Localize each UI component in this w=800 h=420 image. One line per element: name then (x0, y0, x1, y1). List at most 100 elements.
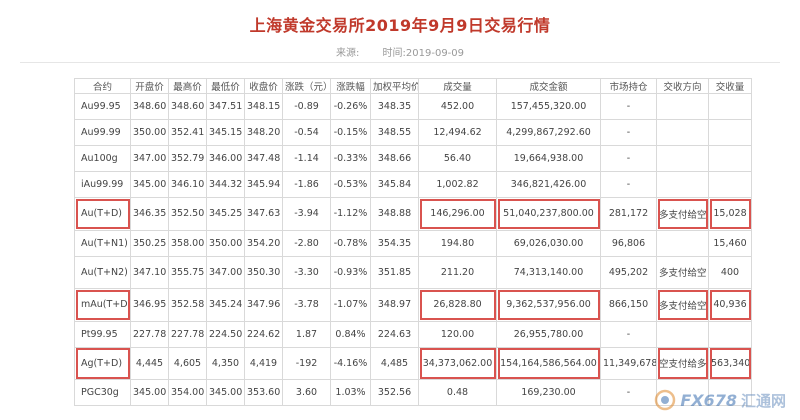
table-cell: 353.60 (244, 379, 283, 406)
table-cell: 495,202 (600, 255, 657, 289)
table-row: Au(T+D) 346.35 352.50 345.25 347.63 -3.94 -1.1… (74, 197, 752, 231)
table-cell: 452.00 (418, 93, 497, 120)
table-row: iAu99.99 345.00 346.10 344.32 345.94 -1.86 -0.… (74, 171, 752, 198)
table-cell: 354.00 (168, 379, 207, 406)
table-cell: 74,313,140.00 (496, 255, 601, 289)
table-cell: 351.85 (370, 255, 419, 289)
table-cell: -0.33% (330, 145, 371, 172)
table-cell: 355.75 (168, 255, 207, 289)
table-cell: 350.30 (244, 255, 283, 289)
table-cell: 345.94 (244, 171, 283, 198)
table-cell: -1.14 (282, 145, 331, 172)
source-label: 来源: (335, 48, 360, 59)
table-cell: 1.03% (330, 379, 371, 406)
table-cell: 346,821,426.00 (496, 171, 601, 198)
watermark-logo: FX678 汇通网 (654, 386, 786, 414)
header-cell: 成交金额 (496, 78, 601, 94)
table-cell: 352.41 (168, 119, 207, 146)
table-cell: - (600, 320, 657, 348)
table-cell: 352.79 (168, 145, 207, 172)
header-cell: 合约 (74, 78, 131, 94)
table-cell: - (600, 119, 657, 146)
table-cell: 4,299,867,292.60 (496, 119, 601, 146)
table-cell: 34,373,062.00 (418, 346, 497, 380)
table-cell: -0.15% (330, 119, 371, 146)
header-cell: 涨跌（元） (282, 78, 331, 94)
table-cell: 96,806 (600, 229, 657, 257)
table-cell: 348.88 (370, 197, 419, 231)
header-cell: 市场持仓 (600, 78, 657, 94)
table-cell: 345.84 (370, 171, 419, 198)
table-cell: 227.78 (130, 320, 169, 348)
table-cell: 345.00 (130, 379, 169, 406)
header-cell: 交收量 (708, 78, 752, 94)
table-cell: 350.00 (206, 229, 245, 257)
contract-name-cell: Au(T+N2) (74, 255, 131, 289)
table-cell: 224.62 (244, 320, 283, 348)
header-cell: 收盘价 (244, 78, 283, 94)
table-row: Au100g 347.00 352.79 346.00 347.48 -1.14 -0.33… (74, 145, 752, 172)
table-row: Ag(T+D) 4,445 4,605 4,350 4,419 -192 -4.16% 4,4… (74, 346, 752, 380)
contract-name-cell: Au99.99 (74, 119, 131, 146)
table-cell: 348.15 (244, 93, 283, 120)
table-cell: -0.93% (330, 255, 371, 289)
table-cell: 15,460 (708, 229, 752, 257)
table-cell: -0.54 (282, 119, 331, 146)
table-cell: - (600, 93, 657, 120)
table-cell: 345.00 (130, 171, 169, 198)
table-cell: 347.00 (130, 145, 169, 172)
table-cell: 354.35 (370, 229, 419, 257)
table-cell (708, 119, 752, 146)
table-cell: -3.30 (282, 255, 331, 289)
table-cell (708, 145, 752, 172)
table-cell: -0.78% (330, 229, 371, 257)
table-cell: 169,230.00 (496, 379, 601, 406)
table-cell (656, 145, 709, 172)
publish-time: 时间:2019-09-09 (382, 48, 465, 59)
table-cell: 0.48 (418, 379, 497, 406)
table-cell: 11,349,678 (600, 346, 657, 380)
contract-name-cell: mAu(T+D) (74, 288, 131, 322)
table-cell: -0.53% (330, 171, 371, 198)
table-cell: 348.66 (370, 145, 419, 172)
table-cell (656, 171, 709, 198)
table-cell: 358.00 (168, 229, 207, 257)
table-row: Pt99.95 227.78 227.78 224.50 224.62 1.87 0.84%… (74, 320, 752, 348)
table-cell: 348.60 (130, 93, 169, 120)
table-cell: 157,455,320.00 (496, 93, 601, 120)
table-cell: 9,362,537,956.00 (496, 288, 601, 322)
table-row: Au(T+N1) 350.25 358.00 350.00 354.20 -2.80 -0.… (74, 229, 752, 257)
table-cell: 146,296.00 (418, 197, 497, 231)
table-cell: 多支付给空 (656, 288, 709, 322)
table-cell: 352.56 (370, 379, 419, 406)
table-cell: -4.16% (330, 346, 371, 380)
table-cell: 347.00 (206, 255, 245, 289)
table-cell: 227.78 (168, 320, 207, 348)
header-cell: 开盘价 (130, 78, 169, 94)
table-cell: 348.55 (370, 119, 419, 146)
table-row: Au99.95 348.60 348.60 347.51 348.15 -0.89 -0.2… (74, 93, 752, 120)
table-cell: 4,605 (168, 346, 207, 380)
table-cell: - (600, 171, 657, 198)
table-cell: 224.50 (206, 320, 245, 348)
table-cell: 347.51 (206, 93, 245, 120)
table-cell (708, 379, 752, 406)
table-cell: 多支付给空 (656, 197, 709, 231)
table-row: mAu(T+D) 346.95 352.58 345.24 347.96 -3.78 -1.… (74, 288, 752, 322)
table-cell: 866,150 (600, 288, 657, 322)
table-cell: 348.20 (244, 119, 283, 146)
table-cell: 26,828.80 (418, 288, 497, 322)
table-cell: 15,028 (708, 197, 752, 231)
watermark-text: FX678 (680, 390, 737, 410)
table-cell: 12,494.62 (418, 119, 497, 146)
contract-name-cell: iAu99.99 (74, 171, 131, 198)
table-cell: 4,485 (370, 346, 419, 380)
table-cell: 51,040,237,800.00 (496, 197, 601, 231)
table-cell: 345.00 (206, 379, 245, 406)
table-cell: 0.84% (330, 320, 371, 348)
table-cell: -0.89 (282, 93, 331, 120)
table-cell: 224.63 (370, 320, 419, 348)
table-cell: 354.20 (244, 229, 283, 257)
contract-name-cell: Au100g (74, 145, 131, 172)
table-cell: 4,350 (206, 346, 245, 380)
